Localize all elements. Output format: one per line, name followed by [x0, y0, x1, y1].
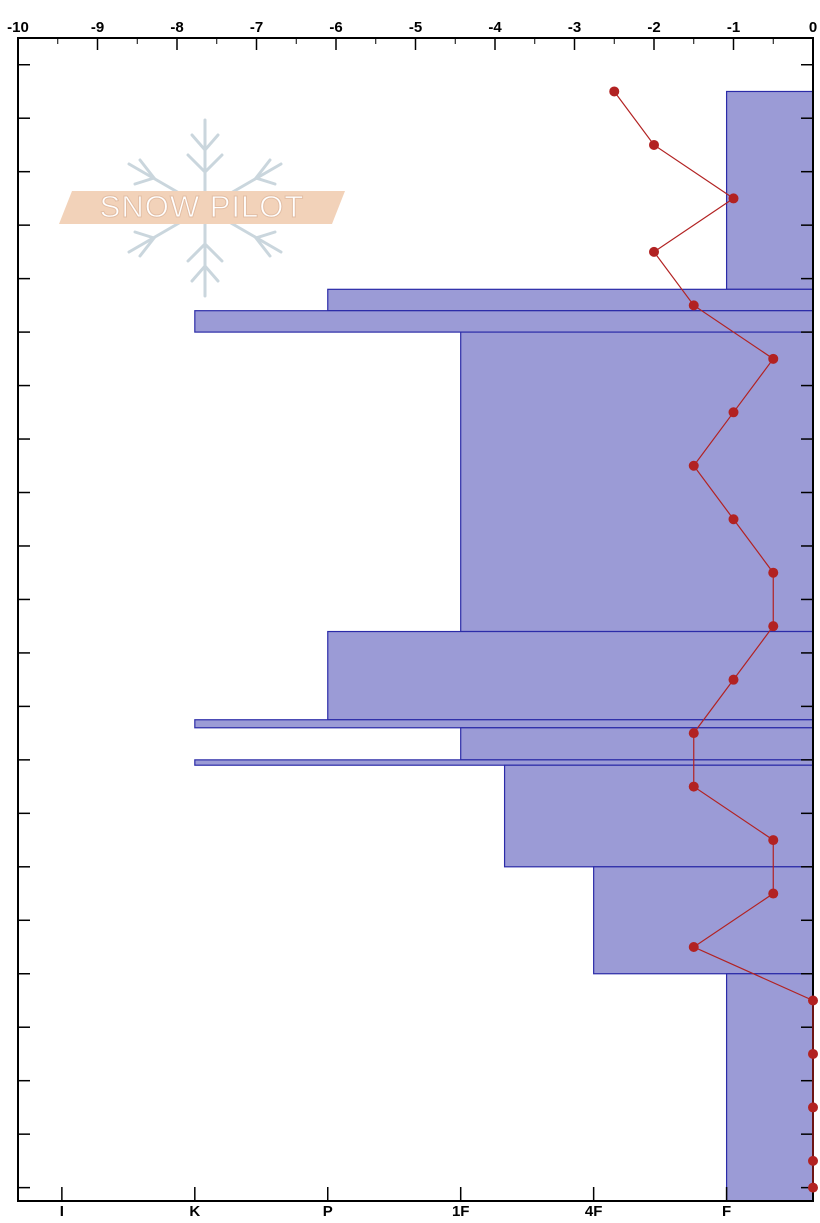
temperature-point — [808, 1155, 818, 1166]
watermark: SNOW PILOT — [59, 118, 345, 298]
hardness-bar — [194, 719, 814, 729]
hardness-bar — [327, 288, 814, 312]
x-tick-label: -10 — [7, 19, 29, 36]
temperature-point — [768, 888, 779, 899]
temperature-point — [768, 835, 779, 846]
temperature-point — [768, 621, 779, 632]
temperature-point — [728, 193, 739, 204]
x-tick-label: -7 — [250, 19, 263, 36]
x-tick-label: -3 — [568, 19, 581, 36]
temperature-point — [808, 995, 818, 1006]
temperature-point — [688, 942, 699, 953]
hardness-bar — [460, 727, 814, 761]
temperature-point — [728, 514, 739, 525]
x-tick-label: 0 — [809, 19, 817, 36]
hardness-tick-label: I — [60, 1203, 64, 1220]
x-tick-label: -9 — [91, 19, 104, 36]
x-tick-label: -8 — [170, 19, 183, 36]
hardness-bar — [725, 973, 814, 1202]
x-tick-label: -4 — [488, 19, 502, 36]
hardness-tick-label: 4F — [585, 1203, 603, 1220]
temperature-point — [688, 460, 699, 471]
x-tick-label: -5 — [409, 19, 422, 36]
temperature-point — [808, 1102, 818, 1113]
hardness-bar — [194, 310, 814, 333]
temperature-point — [808, 1182, 818, 1193]
temperature-point — [808, 1048, 818, 1059]
watermark-banner — [59, 191, 345, 224]
hardness-bar — [460, 331, 814, 633]
temperature-point — [768, 567, 779, 578]
temperature-point — [688, 300, 699, 311]
hardness-bar — [327, 630, 814, 721]
temperature-point — [649, 139, 659, 150]
plot: -10 -9 -8 -7 -6 -5 -4 -3 -2 -1 0I K P 1F 4F F — [7, 19, 818, 1220]
hardness-bar — [725, 90, 814, 290]
x-tick-label: -6 — [329, 19, 342, 36]
watermark-text: SNOW PILOT — [100, 189, 305, 224]
hardness-tick-label: 1F — [452, 1203, 470, 1220]
temperature-point — [768, 353, 779, 364]
hardness-bar — [503, 764, 814, 868]
temperature-point — [728, 674, 739, 685]
temperature-line — [613, 91, 814, 1188]
hardness-tick-label: P — [323, 1203, 333, 1220]
temperature-point — [728, 407, 739, 418]
hardness-bar — [593, 866, 814, 975]
x-tick-label: -2 — [647, 19, 660, 36]
x-tick-label: -1 — [727, 19, 740, 36]
temperature-point — [688, 781, 699, 792]
temperature-point — [649, 246, 659, 257]
temperature-point — [609, 86, 620, 97]
hardness-bar — [194, 759, 814, 766]
hardness-tick-label: K — [189, 1203, 200, 1220]
temperature-point — [688, 728, 699, 739]
hardness-tick-label: F — [722, 1203, 731, 1220]
